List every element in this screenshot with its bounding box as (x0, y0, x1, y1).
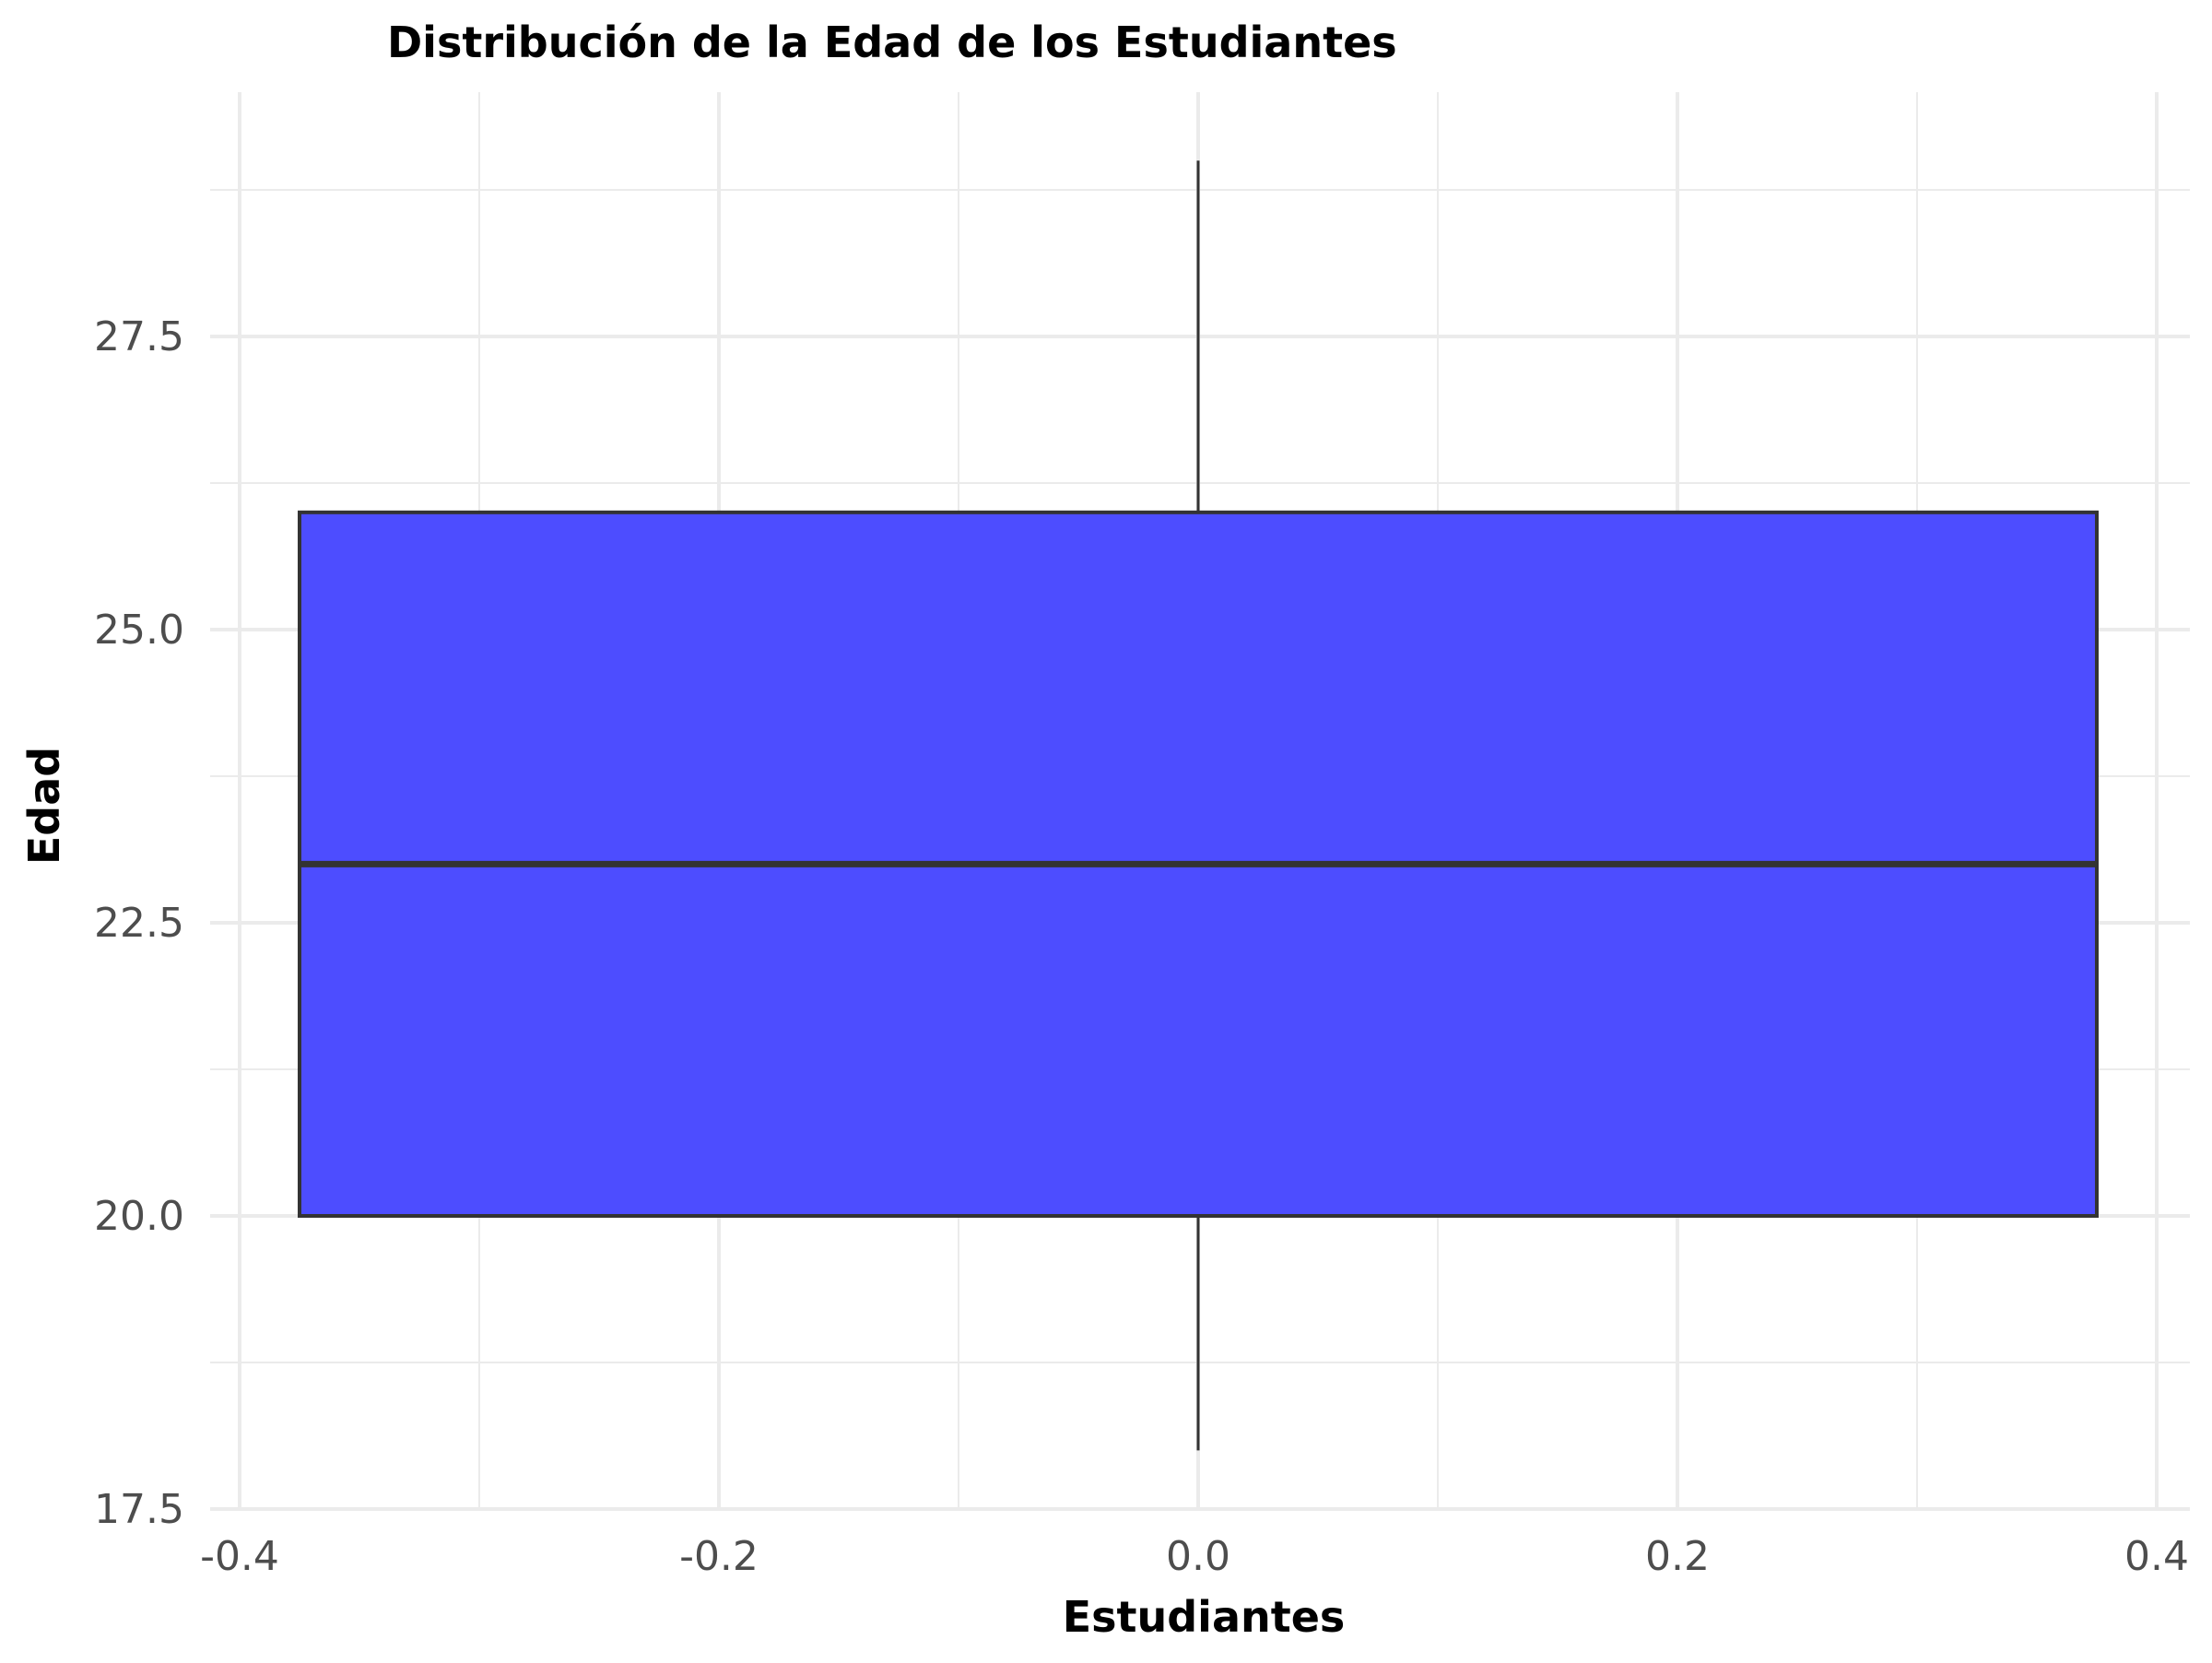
x-tick-label: 0.2 (1645, 1533, 1710, 1580)
chart-title: Distribución de la Edad de los Estudiant… (387, 18, 1397, 67)
tick-labels: 17.5 20.0 22.5 25.0 27.5 -0.4 -0.2 0.0 0.2 0.4 (94, 313, 2189, 1580)
y-tick-label: 17.5 (94, 1486, 184, 1533)
y-tick-label: 22.5 (94, 900, 184, 947)
boxplot (298, 160, 2099, 1451)
y-tick-label: 25.0 (94, 607, 184, 654)
x-tick-label: -0.2 (679, 1533, 759, 1580)
x-tick-label: -0.4 (200, 1533, 279, 1580)
x-axis-title: Estudiantes (1063, 1592, 1346, 1642)
x-tick-label: 0.4 (2124, 1533, 2189, 1580)
y-tick-label: 27.5 (94, 313, 184, 360)
y-tick-label: 20.0 (94, 1193, 184, 1240)
x-tick-label: 0.0 (1166, 1533, 1230, 1580)
y-axis-title: Edad (19, 747, 69, 865)
